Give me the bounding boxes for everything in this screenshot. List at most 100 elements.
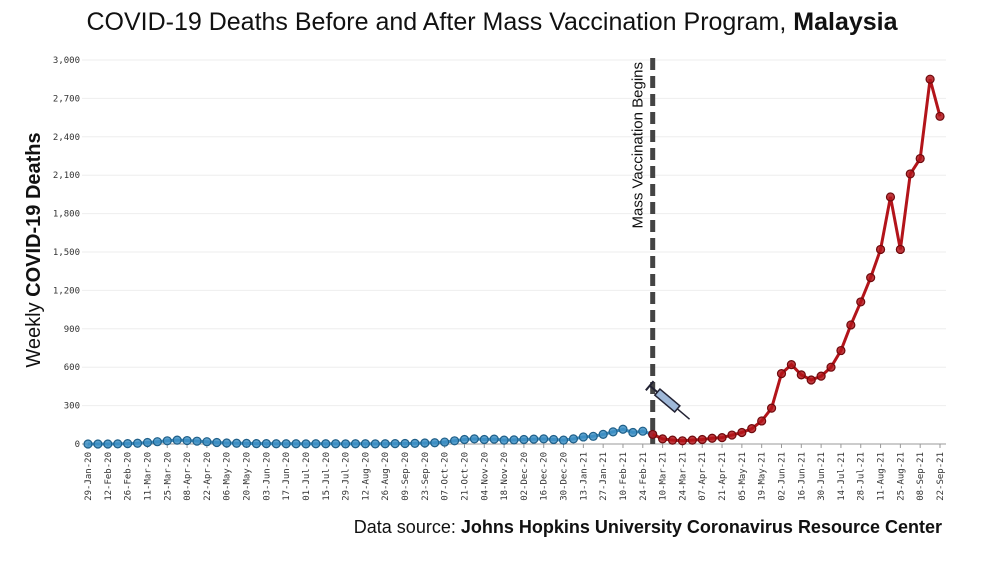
point <box>519 434 529 445</box>
point <box>113 439 123 449</box>
x-tick-label: 08-Sep-21 <box>916 452 926 501</box>
x-tick-label: 16-Jun-21 <box>797 452 807 501</box>
point <box>539 434 549 444</box>
x-tick-label: 22-Apr-20 <box>203 452 213 501</box>
x-tick-label: 04-Nov-20 <box>480 452 490 501</box>
point <box>132 438 143 448</box>
x-tick-label: 12-Aug-20 <box>361 452 371 501</box>
point <box>291 439 301 449</box>
y-tick-label: 2,400 <box>53 133 80 143</box>
x-tick-label: 15-Jul-20 <box>322 452 332 501</box>
point <box>103 439 113 449</box>
syringe-body <box>653 388 681 413</box>
y-tick-label: 3,000 <box>53 56 80 66</box>
x-tick-label: 21-Oct-20 <box>460 452 470 501</box>
x-tick-label: 12-Feb-20 <box>104 452 114 501</box>
point <box>786 360 796 370</box>
point <box>123 439 133 449</box>
x-tick-label: 23-Sep-20 <box>421 452 431 501</box>
x-tick-label: 02-Jun-21 <box>777 452 787 501</box>
point <box>380 439 390 449</box>
point <box>776 369 787 379</box>
point <box>509 435 519 445</box>
x-tick-label: 03-Jun-20 <box>262 452 272 501</box>
point <box>608 427 618 437</box>
x-tick-label: 28-Jul-21 <box>857 452 867 501</box>
x-tick-label: 05-May-21 <box>738 452 748 501</box>
y-tick-label: 2,100 <box>53 171 80 181</box>
y-label-bold: COVID-19 Deaths <box>23 132 45 297</box>
point <box>321 439 331 449</box>
point <box>499 435 509 445</box>
x-tick-label: 09-Sep-20 <box>401 452 411 501</box>
title-text: COVID-19 Deaths Before and After Mass Va… <box>86 8 786 36</box>
x-tick-label: 07-Apr-21 <box>698 452 708 501</box>
point <box>866 273 876 283</box>
point <box>549 434 559 445</box>
x-tick-label: 06-May-20 <box>223 452 233 501</box>
point <box>875 244 886 255</box>
source: Data source: Johns Hopkins University Co… <box>354 517 942 537</box>
point <box>83 439 93 449</box>
x-tick-label: 21-Apr-21 <box>718 452 728 501</box>
point <box>251 439 262 449</box>
point <box>479 434 489 445</box>
x-tick-label: 13-Jan-21 <box>579 452 589 501</box>
point <box>935 111 945 121</box>
point <box>311 439 321 449</box>
point <box>232 438 242 448</box>
x-tick-label: 22-Sep-21 <box>936 452 946 501</box>
point <box>241 438 252 448</box>
point <box>747 424 757 434</box>
x-tick-label: 07-Oct-20 <box>441 452 451 501</box>
point <box>836 345 846 356</box>
x-tick-label: 14-Jul-21 <box>837 452 847 501</box>
x-tick-label: 25-Mar-20 <box>163 452 173 501</box>
point <box>638 426 648 436</box>
x-tick-label: 11-Aug-21 <box>877 452 887 501</box>
point <box>182 435 192 446</box>
point <box>915 153 925 164</box>
point <box>816 371 826 381</box>
point <box>558 435 569 445</box>
point <box>281 439 291 449</box>
point <box>360 439 370 449</box>
point <box>370 439 380 449</box>
point <box>618 424 628 434</box>
point <box>648 429 658 439</box>
x-tick-label: 20-May-20 <box>243 452 253 501</box>
point <box>846 320 856 330</box>
syringe-needle <box>676 408 691 420</box>
point <box>568 434 579 444</box>
source-text: Data source: <box>354 517 456 537</box>
x-tick-label: 18-Nov-20 <box>500 452 510 501</box>
y-tick-label: 1,800 <box>53 210 80 220</box>
point <box>687 435 697 445</box>
point <box>350 439 361 449</box>
x-tick-label: 19-May-21 <box>758 452 768 501</box>
point <box>658 434 668 444</box>
x-tick-label: 30-Dec-20 <box>560 452 570 501</box>
y-tick-label: 1,200 <box>53 286 80 296</box>
y-tick-label: 0 <box>75 440 80 450</box>
point <box>578 432 588 442</box>
point <box>766 403 777 413</box>
point <box>469 434 479 444</box>
series-line <box>88 427 654 446</box>
syringe-icon <box>645 380 691 420</box>
point <box>707 433 717 443</box>
x-tick-label: 10-Mar-21 <box>659 452 669 501</box>
point <box>588 431 598 441</box>
point <box>430 438 440 448</box>
point <box>202 437 212 447</box>
x-tick-label: 26-Feb-20 <box>124 452 134 501</box>
point <box>905 169 915 179</box>
point <box>261 439 271 449</box>
point <box>856 297 866 307</box>
point <box>895 244 905 255</box>
point <box>400 438 410 449</box>
point <box>390 439 400 449</box>
point <box>449 436 460 446</box>
point <box>420 438 430 448</box>
point <box>331 439 341 449</box>
